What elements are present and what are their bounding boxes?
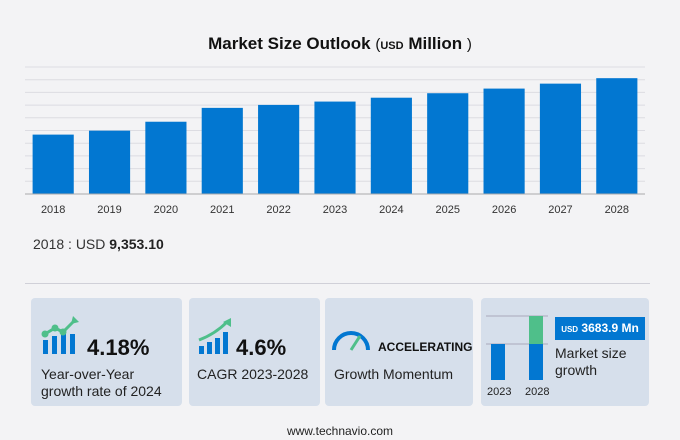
base-value: 2018 : USD 9,353.10 xyxy=(33,236,164,252)
bar-2018 xyxy=(32,134,74,194)
year-start: 2023 xyxy=(487,386,512,398)
growth-badge: USD 3683.9 Mn xyxy=(555,317,645,340)
x-tick-label: 2021 xyxy=(210,204,234,216)
bar-2020 xyxy=(145,121,187,194)
bar-2021 xyxy=(201,107,243,194)
yoy-card: 4.18% Year-over-Year growth rate of 2024 xyxy=(31,298,182,406)
cagr-value: 4.6% xyxy=(236,335,287,360)
bar-chart: 2018 2019 2020 2021 2022 2023 2024 2025 2026 2027… xyxy=(25,66,645,216)
stacked-bar-icon xyxy=(486,315,548,380)
bar-2028 xyxy=(596,78,638,194)
bar-2023 xyxy=(314,101,356,194)
x-tick-label: 2024 xyxy=(379,204,403,216)
bar-2024 xyxy=(370,97,412,194)
bar-chart-trend-icon xyxy=(41,316,79,354)
divider xyxy=(25,283,650,284)
bar-2026 xyxy=(483,88,525,194)
cagr-card: 4.6% CAGR 2023-2028 xyxy=(189,298,320,406)
x-tick-label: 2026 xyxy=(492,204,516,216)
cagr-label: CAGR 2023-2028 xyxy=(197,366,309,382)
x-tick-label: 2023 xyxy=(323,204,347,216)
yoy-label: Year-over-Year growth rate of 2024 xyxy=(41,366,162,399)
bar-2027 xyxy=(539,83,582,194)
speedometer-icon xyxy=(332,331,370,351)
bar-2025 xyxy=(427,93,469,194)
momentum-label: Growth Momentum xyxy=(334,366,454,382)
bar-2022 xyxy=(258,104,300,194)
yoy-value: 4.18% xyxy=(87,335,150,360)
x-tick-label: 2022 xyxy=(266,204,290,216)
growth-label: Market size growth xyxy=(555,345,627,378)
x-tick-label: 2028 xyxy=(605,204,629,216)
x-tick-label: 2025 xyxy=(435,204,459,216)
chart-title: Market Size Outlook (USD Million ) xyxy=(208,34,472,53)
x-tick-label: 2018 xyxy=(41,204,65,216)
year-end: 2028 xyxy=(525,386,550,398)
footer-url: www.technavio.com xyxy=(286,424,394,438)
momentum-value: ACCELERATING xyxy=(378,340,473,354)
growth-arrow-icon xyxy=(198,318,231,354)
x-tick-label: 2020 xyxy=(154,204,178,216)
market-growth-card: 2023 2028 USD 3683.9 Mn Market size growt… xyxy=(481,298,649,406)
x-tick-label: 2027 xyxy=(548,204,572,216)
bar-2019 xyxy=(88,130,131,194)
x-tick-label: 2019 xyxy=(97,204,121,216)
momentum-card: ACCELERATING Growth Momentum xyxy=(325,298,473,406)
